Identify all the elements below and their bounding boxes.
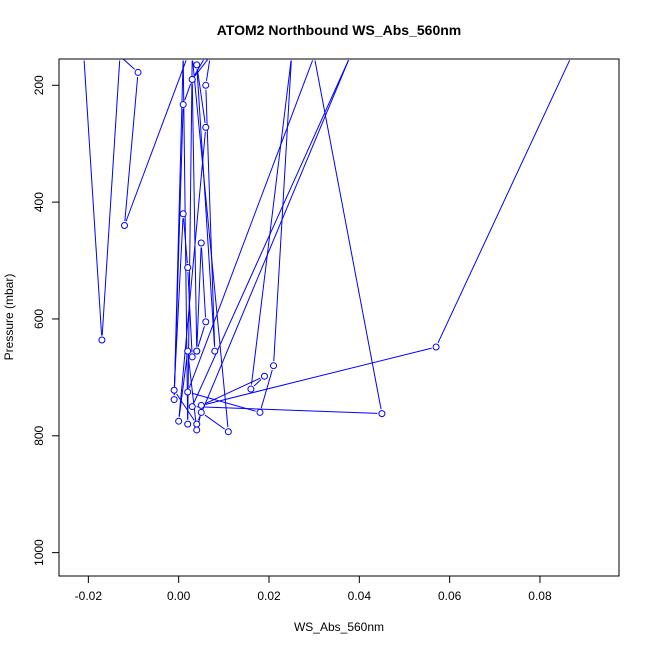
data-point: [193, 61, 201, 69]
data-point: [569, 59, 574, 60]
data-point: [181, 59, 186, 60]
series-line-segment: [178, 131, 206, 417]
y-tick-label: 800: [32, 425, 46, 445]
series-line-segment: [205, 60, 211, 81]
series-line-segment: [178, 355, 188, 417]
x-tick-label: 0.08: [528, 589, 552, 603]
x-tick-label: -0.02: [75, 589, 103, 603]
data-point: [175, 417, 183, 425]
data-point: [170, 396, 178, 404]
data-point: [202, 81, 210, 89]
plot-frame: [58, 58, 620, 577]
series-line-segment: [125, 60, 187, 222]
series-line-segment: [196, 406, 378, 414]
data-point: [197, 401, 205, 409]
series-line-segment: [101, 60, 121, 336]
series-line-segment: [196, 69, 216, 347]
data-point: [260, 372, 268, 380]
series-line-segment: [260, 369, 273, 409]
series-line-segment: [187, 355, 197, 426]
data-point: [193, 426, 201, 434]
y-tick-label: 1000: [32, 539, 46, 566]
data-point: [312, 59, 317, 60]
data-point: [190, 59, 195, 60]
data-point: [184, 347, 192, 355]
data-point: [184, 388, 192, 396]
data-point: [432, 343, 440, 351]
data-point: [98, 336, 106, 344]
data-point: [179, 101, 187, 109]
series-line-segment: [250, 60, 292, 385]
data-point: [184, 420, 192, 428]
series-line-segment: [201, 247, 207, 318]
data-point: [193, 420, 201, 428]
series-line-segment: [273, 60, 292, 362]
data-point: [185, 59, 190, 60]
x-tick-label: 0.02: [257, 589, 281, 603]
series-line-segment: [198, 60, 350, 421]
data-point: [193, 347, 201, 355]
data-point: [188, 75, 196, 83]
chart-title: ATOM2 Northbound WS_Abs_560nm: [217, 22, 462, 38]
series-line-segment: [182, 60, 189, 420]
y-axis: 200 400 600 800 1000: [32, 75, 59, 566]
x-axis-label: WS_Abs_560nm: [294, 620, 384, 634]
data-point: [184, 264, 192, 272]
y-tick-label: 600: [32, 309, 46, 329]
data-point: [256, 408, 264, 416]
y-tick-label: 200: [32, 75, 46, 95]
series-line-segment: [204, 414, 225, 430]
series-line-segment: [184, 83, 192, 101]
x-tick-label: 0.04: [348, 589, 372, 603]
data-point: [188, 353, 196, 361]
series-line-segment: [194, 59, 204, 76]
data-point: [197, 408, 205, 416]
series-layer: [81, 59, 574, 436]
series-line-segment: [196, 247, 202, 347]
data-point: [134, 68, 142, 76]
series-line-segment: [122, 59, 136, 70]
data-point: [348, 59, 353, 60]
series-line-segment: [191, 83, 198, 347]
series-line-segment: [187, 272, 193, 353]
data-point: [203, 59, 208, 60]
x-axis: -0.02 0.00 0.02 0.04 0.06 0.08: [75, 576, 552, 603]
series-line-segment: [176, 393, 195, 421]
series-line-segment: [197, 326, 205, 347]
series-line-segment: [192, 60, 229, 428]
data-point: [81, 59, 86, 60]
data-point: [179, 210, 187, 218]
data-point: [208, 59, 213, 60]
series-line-segment: [188, 60, 314, 388]
data-point: [120, 221, 128, 229]
data-point: [170, 386, 178, 394]
y-axis-label: Pressure (mbar): [2, 274, 16, 361]
data-point: [211, 347, 219, 355]
series-line-segment: [314, 60, 382, 410]
series-line-segment: [253, 378, 262, 387]
x-tick-label: 0.00: [167, 589, 191, 603]
data-point: [289, 59, 294, 60]
series-line-segment: [173, 109, 184, 396]
data-point: [202, 123, 210, 131]
series-line-segment: [205, 347, 432, 405]
y-tick-label: 400: [32, 192, 46, 212]
data-point: [270, 362, 278, 370]
data-point: [224, 428, 232, 436]
series-line-segment: [437, 59, 571, 344]
data-point: [378, 410, 386, 418]
series-line-segment: [83, 60, 103, 336]
x-tick-label: 0.06: [438, 589, 462, 603]
series-line-segment: [187, 60, 193, 420]
data-point: [197, 239, 205, 247]
data-point: [247, 385, 255, 393]
series-line-segment: [124, 76, 139, 222]
data-point: [118, 59, 122, 60]
data-point: [202, 318, 210, 326]
series-line-segment: [205, 89, 216, 347]
data-point: [188, 403, 196, 411]
series-line-segment: [196, 69, 206, 123]
